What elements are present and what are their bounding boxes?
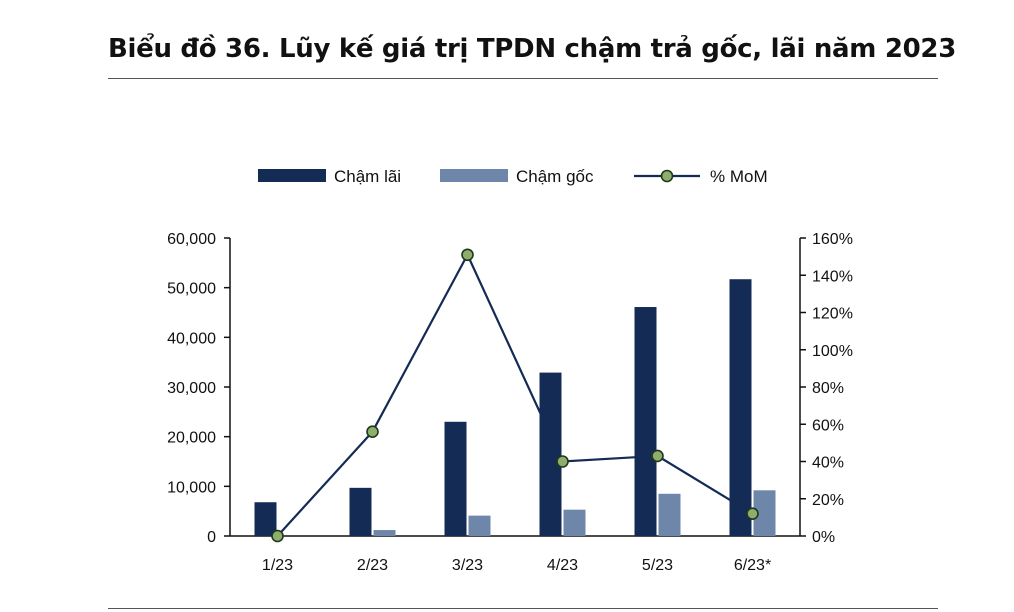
y-right-tick-label: 20% (812, 492, 844, 509)
x-tick-label: 5/23 (642, 557, 673, 574)
mom-point (651, 449, 664, 463)
x-tick-label: 3/23 (452, 557, 483, 574)
y-left-tick-label: 10,000 (167, 479, 216, 496)
legend-swatch-cham-lai (258, 169, 326, 182)
bar-cham-lai (539, 372, 562, 536)
bottom-divider (108, 608, 938, 609)
y-right-tick-label: 160% (812, 231, 853, 248)
chart-title: Biểu đồ 36. Lũy kế giá trị TPDN chậm trả… (108, 34, 956, 64)
mom-point (271, 529, 284, 543)
mom-point (746, 507, 759, 520)
y-right-tick-label: 80% (812, 380, 844, 397)
y-right-tick-label: 100% (812, 343, 853, 360)
bar-cham-lai (349, 487, 372, 536)
y-left-tick-label: 20,000 (167, 430, 216, 447)
legend-label-cham-lai: Chậm lãi (334, 167, 401, 186)
y-left-tick-label: 0 (207, 529, 216, 546)
mom-point (556, 455, 569, 468)
bar-cham-goc (468, 515, 491, 536)
mom-point (461, 248, 474, 262)
mom-point (366, 425, 379, 439)
legend-swatch-cham-goc (440, 169, 508, 182)
bar-cham-lai (634, 307, 657, 536)
y-right-tick-label: 140% (812, 268, 853, 285)
y-left-tick-label: 50,000 (167, 281, 216, 298)
bar-cham-lai (729, 279, 752, 536)
legend-label-cham-goc: Chậm gốc (516, 167, 594, 186)
bar-cham-goc (658, 493, 681, 536)
title-divider (108, 78, 938, 79)
x-tick-label: 6/23* (734, 557, 771, 574)
bar-cham-goc (563, 509, 586, 536)
x-tick-label: 2/23 (357, 557, 388, 574)
y-right-tick-label: 120% (812, 306, 853, 323)
x-tick-label: 1/23 (262, 557, 293, 574)
y-left-tick-label: 60,000 (167, 231, 216, 248)
y-right-tick-label: 60% (812, 417, 844, 434)
y-right-tick-label: 40% (812, 455, 844, 472)
legend-label-mom: % MoM (710, 167, 768, 186)
mom-line (276, 252, 754, 537)
y-left-tick-label: 40,000 (167, 330, 216, 347)
bar-cham-goc (373, 530, 396, 536)
y-left-tick-label: 30,000 (167, 380, 216, 397)
y-right-tick-label: 0% (812, 529, 835, 546)
bar-cham-goc (753, 490, 776, 536)
x-tick-label: 4/23 (547, 557, 578, 574)
legend-marker-mom (660, 169, 674, 183)
bar-cham-lai (254, 502, 277, 536)
bar-cham-lai (444, 421, 467, 536)
